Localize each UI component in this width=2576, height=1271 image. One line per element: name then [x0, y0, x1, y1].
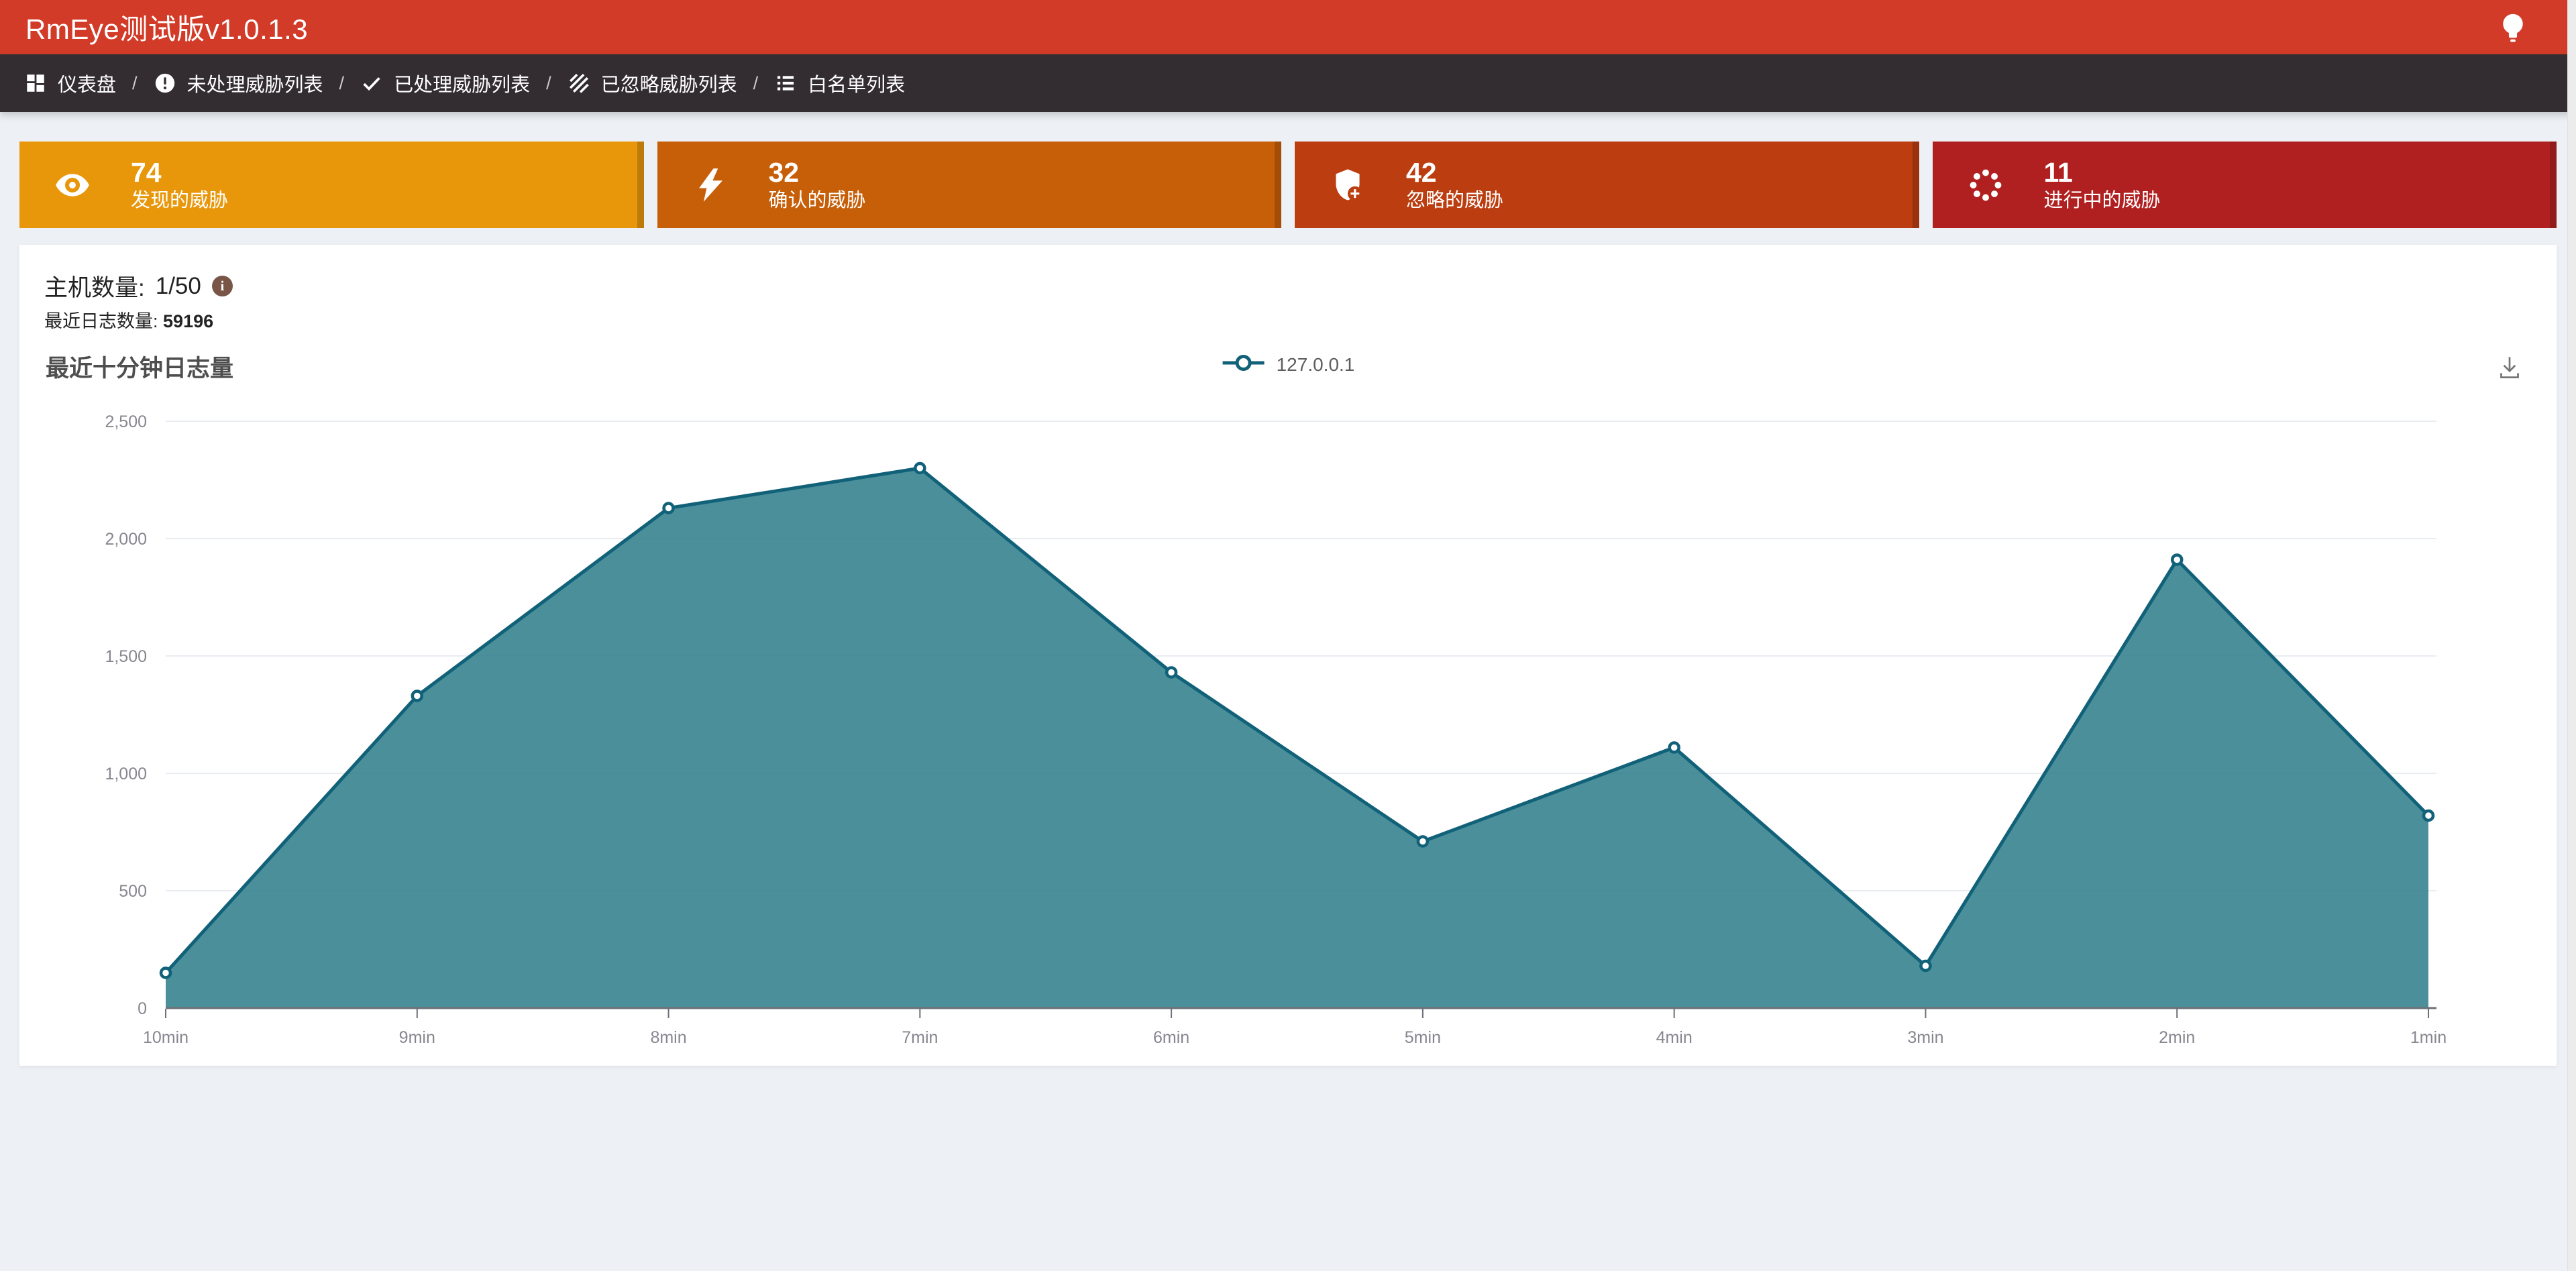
app-header: RmEye测试版v1.0.1.3 [0, 0, 2576, 54]
check-icon [360, 72, 383, 95]
stat-card-inprogress-threats[interactable]: 11 进行中的威胁 [1932, 142, 2557, 228]
legend-label: 127.0.0.1 [1276, 353, 1355, 375]
nav-item-dashboard[interactable]: 仪表盘 [20, 69, 120, 97]
nav-item-label: 未处理威胁列表 [186, 74, 323, 96]
chart-title: 最近十分钟日志量 [46, 355, 234, 382]
svg-text:3min: 3min [1907, 1028, 1943, 1047]
stats-row: 74 发现的威胁 32 确认的威胁 42 忽略的威胁 [19, 142, 2557, 228]
eye-icon [56, 173, 89, 197]
breadcrumb: 仪表盘 / 未处理威胁列表 / 已处理威胁列表 / 已忽略威胁列表 / [0, 54, 2576, 112]
stat-card-confirmed-threats[interactable]: 32 确认的威胁 [657, 142, 1281, 228]
svg-text:1,000: 1,000 [105, 765, 147, 783]
host-count-label: 主机数量: [44, 275, 145, 301]
log-volume-chart[interactable]: 0 500 1,000 1,500 2,000 2,500 10min 9min 8min 7mi… [19, 245, 2557, 1066]
download-icon[interactable] [2494, 353, 2525, 384]
stat-value: 32 [768, 157, 800, 188]
svg-text:7min: 7min [902, 1028, 938, 1047]
svg-text:2,000: 2,000 [105, 530, 147, 549]
chart-legend[interactable]: 127.0.0.1 [1222, 353, 1355, 376]
app-title: RmEye测试版v1.0.1.3 [25, 13, 309, 45]
nav-item-label: 已忽略威胁列表 [600, 74, 737, 96]
stat-value: 11 [2043, 157, 2073, 188]
host-count-value: 1/50 [155, 272, 201, 299]
nav-item-label: 仪表盘 [58, 74, 117, 96]
host-count-line: 主机数量: 1/50 i [44, 269, 233, 303]
log-count-line: 最近日志数量: 59196 [44, 307, 213, 333]
list-icon [774, 72, 797, 95]
nav-item-label: 已处理威胁列表 [394, 74, 531, 96]
error-icon [154, 72, 176, 95]
bolt-icon [698, 168, 722, 202]
svg-text:2min: 2min [2159, 1028, 2195, 1047]
stat-label: 进行中的威胁 [2043, 190, 2161, 211]
breadcrumb-separator: / [339, 72, 345, 93]
nav-item-label: 白名单列表 [808, 74, 906, 96]
stat-value: 74 [131, 157, 162, 188]
stat-card-ignored-threats[interactable]: 42 忽略的威胁 [1295, 142, 1919, 228]
breadcrumb-separator: / [753, 72, 759, 93]
shield-plus-icon [1336, 168, 1362, 201]
nav-item-whitelist[interactable]: 白名单列表 [770, 69, 909, 97]
svg-text:1,500: 1,500 [105, 647, 147, 666]
nav-item-handled-threats[interactable]: 已处理威胁列表 [356, 69, 534, 97]
stat-card-discovered-threats[interactable]: 74 发现的威胁 [19, 142, 644, 228]
dashboard-panel: 0 500 1,000 1,500 2,000 2,500 10min 9min 8min 7mi… [19, 245, 2557, 1066]
svg-text:0: 0 [138, 999, 147, 1018]
svg-text:5min: 5min [1405, 1028, 1441, 1047]
svg-text:8min: 8min [650, 1028, 686, 1047]
svg-text:9min: 9min [399, 1028, 435, 1047]
log-count-value: 59196 [163, 311, 214, 331]
svg-text:4min: 4min [1656, 1028, 1693, 1047]
nav-item-unhandled-threats[interactable]: 未处理威胁列表 [150, 69, 327, 97]
svg-text:2,500: 2,500 [105, 412, 147, 431]
scrollbar-track[interactable] [2567, 0, 2576, 1271]
dashboard-icon [24, 72, 47, 95]
spinner-icon [1970, 169, 2001, 201]
svg-text:500: 500 [119, 882, 147, 901]
log-count-label: 最近日志数量: [44, 311, 158, 331]
svg-text:1min: 1min [2410, 1028, 2447, 1047]
stat-label: 确认的威胁 [768, 190, 866, 211]
lightbulb-icon[interactable] [2494, 9, 2532, 46]
nav-item-ignored-threats[interactable]: 已忽略威胁列表 [564, 69, 741, 97]
info-icon[interactable]: i [211, 276, 233, 296]
breadcrumb-separator: / [132, 72, 138, 93]
legend-marker-icon [1222, 353, 1266, 376]
svg-text:6min: 6min [1153, 1028, 1189, 1047]
breadcrumb-separator: / [546, 72, 551, 93]
stat-value: 42 [1406, 157, 1437, 188]
hatch-icon [568, 72, 590, 95]
stat-label: 忽略的威胁 [1406, 190, 1504, 211]
svg-text:10min: 10min [143, 1028, 189, 1047]
stat-label: 发现的威胁 [131, 190, 229, 211]
